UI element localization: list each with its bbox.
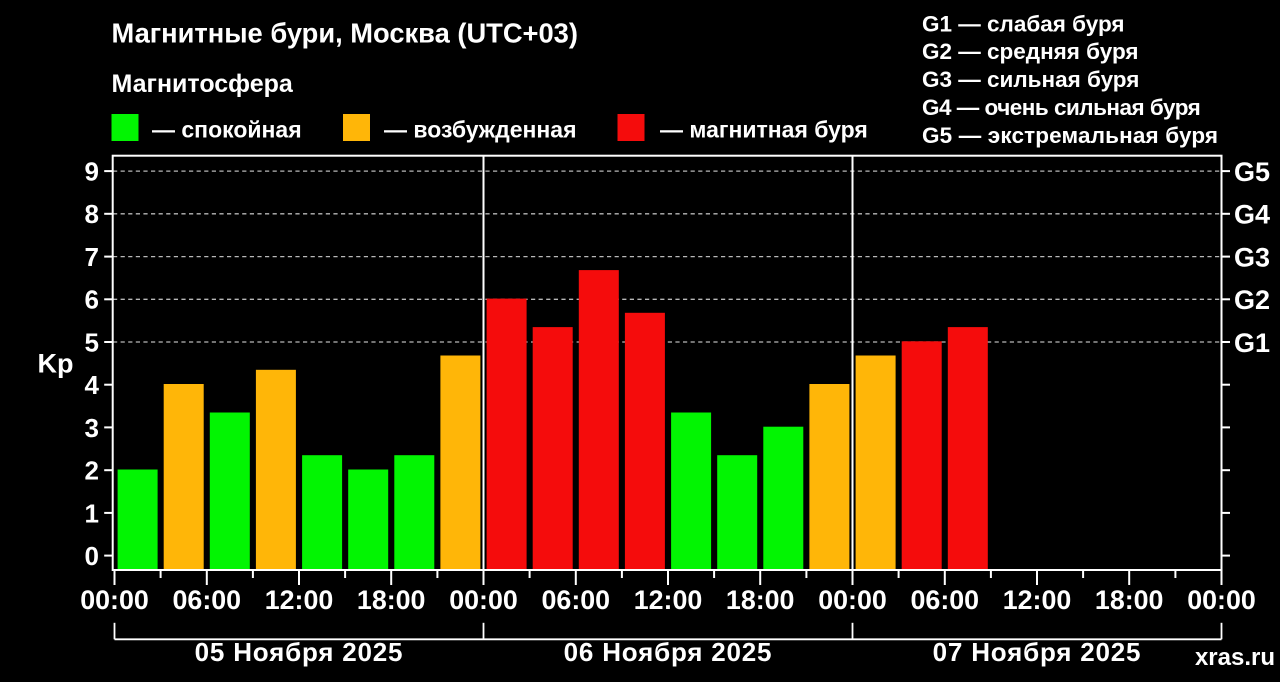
svg-text:0: 0 — [85, 541, 99, 571]
svg-text:12:00: 12:00 — [1003, 585, 1072, 615]
svg-text:3: 3 — [85, 413, 99, 443]
svg-text:G1 — слабая буря: G1 — слабая буря — [922, 11, 1125, 36]
svg-text:7: 7 — [85, 242, 99, 272]
svg-text:G5: G5 — [1234, 157, 1270, 187]
svg-text:18:00: 18:00 — [1095, 585, 1164, 615]
svg-text:8: 8 — [85, 199, 99, 229]
svg-text:G4 — очень сильная буря: G4 — очень сильная буря — [922, 95, 1200, 120]
svg-text:18:00: 18:00 — [357, 585, 426, 615]
svg-text:00:00: 00:00 — [818, 585, 887, 615]
svg-text:4: 4 — [85, 370, 100, 400]
svg-text:5: 5 — [85, 327, 99, 357]
svg-text:6: 6 — [85, 285, 99, 315]
svg-text:G3 — сильная буря: G3 — сильная буря — [922, 67, 1139, 92]
svg-text:Магнитосфера: Магнитосфера — [112, 70, 294, 98]
svg-text:2: 2 — [85, 456, 99, 486]
svg-text:12:00: 12:00 — [634, 585, 703, 615]
svg-text:06:00: 06:00 — [542, 585, 611, 615]
svg-text:G4: G4 — [1234, 200, 1270, 230]
svg-text:12:00: 12:00 — [265, 585, 334, 615]
svg-text:G5 — экстремальная буря: G5 — экстремальная буря — [922, 123, 1218, 148]
svg-text:06:00: 06:00 — [173, 585, 242, 615]
svg-text:xras.ru: xras.ru — [1195, 644, 1275, 671]
svg-text:06:00: 06:00 — [911, 585, 980, 615]
svg-text:G1: G1 — [1234, 328, 1270, 358]
svg-text:00:00: 00:00 — [449, 585, 518, 615]
svg-text:G2 — средняя буря: G2 — средняя буря — [922, 39, 1139, 64]
svg-text:G3: G3 — [1234, 243, 1270, 273]
svg-text:Магнитные бури, Москва (UTC+03: Магнитные бури, Москва (UTC+03) — [112, 18, 578, 49]
svg-text:00:00: 00:00 — [80, 585, 149, 615]
svg-text:9: 9 — [85, 157, 99, 187]
svg-text:G2: G2 — [1234, 285, 1270, 315]
svg-text:Kp: Kp — [38, 349, 74, 379]
svg-text:06 Ноября 2025: 06 Ноября 2025 — [564, 637, 773, 667]
svg-text:— спокойная: — спокойная — [152, 117, 302, 143]
svg-text:— магнитная буря: — магнитная буря — [660, 117, 868, 143]
svg-text:18:00: 18:00 — [726, 585, 795, 615]
svg-text:07 Ноября 2025: 07 Ноября 2025 — [933, 637, 1142, 667]
svg-text:— возбужденная: — возбужденная — [384, 117, 577, 143]
svg-text:00:00: 00:00 — [1187, 585, 1256, 615]
svg-text:1: 1 — [85, 498, 99, 528]
svg-text:05 Ноября 2025: 05 Ноября 2025 — [195, 637, 404, 667]
